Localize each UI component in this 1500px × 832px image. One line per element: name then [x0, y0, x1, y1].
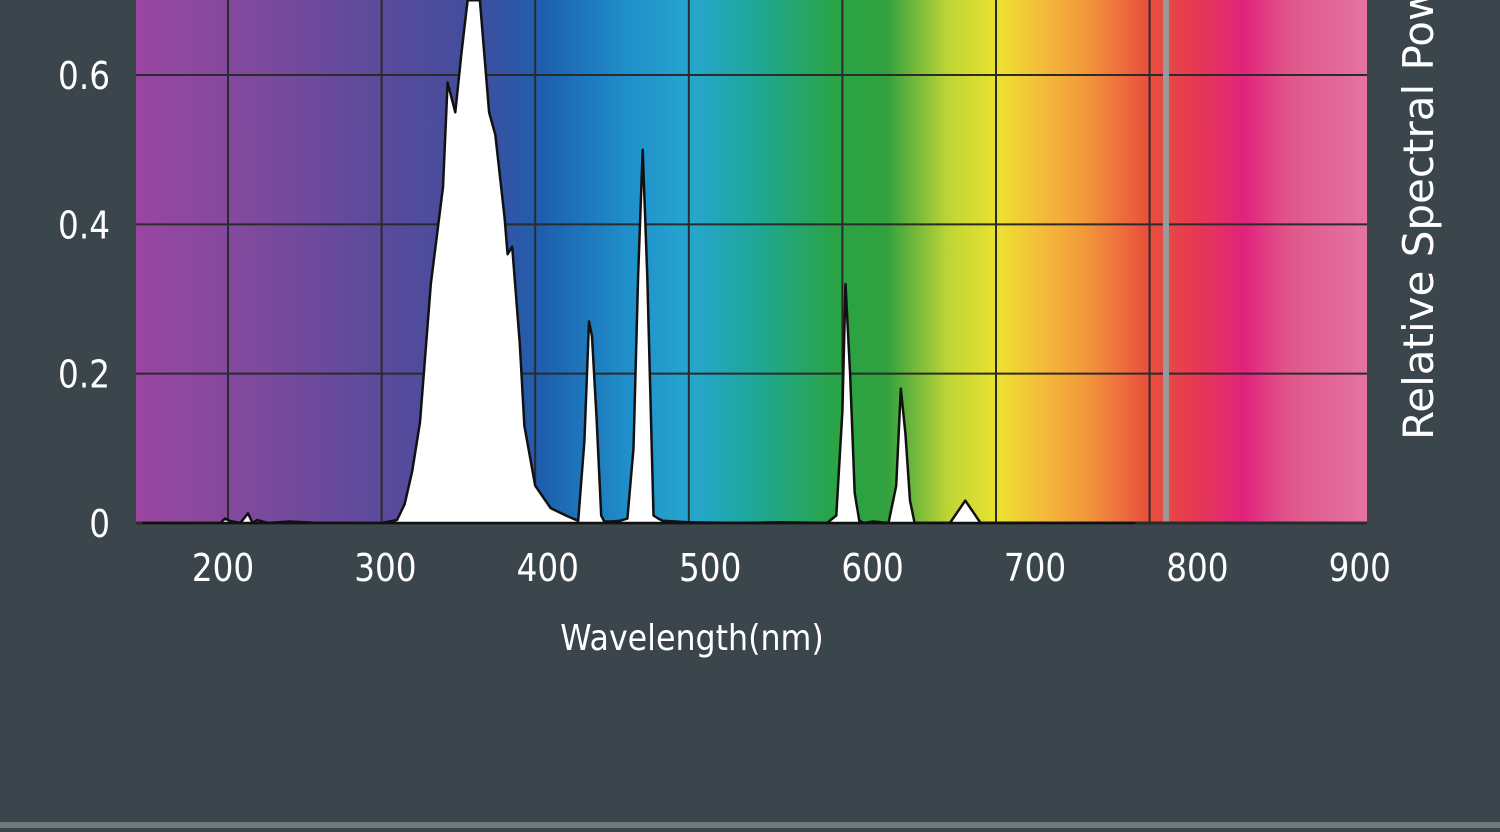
- y-tick-label: 0.2: [58, 353, 110, 397]
- x-tick-label: 600: [841, 547, 903, 591]
- x-tick-label: 800: [1166, 547, 1228, 591]
- x-tick-label: 700: [1004, 547, 1066, 591]
- x-axis-label: Wavelength(nm): [560, 617, 823, 658]
- y-axis-label: Relative Spectral Power: [1394, 0, 1443, 440]
- y-tick-label: 0.6: [58, 55, 110, 99]
- x-tick-label: 200: [192, 547, 254, 591]
- x-tick-label: 900: [1329, 547, 1391, 591]
- plot-area: [136, 0, 1367, 523]
- y-axis-ticks: 0 0.2 0.4 0.6: [58, 55, 110, 547]
- x-tick-label: 400: [517, 547, 579, 591]
- x-axis-ticks: 200 300 400 500 600 700 800 900: [192, 547, 1391, 591]
- x-tick-label: 300: [354, 547, 416, 591]
- y-tick-label: 0.4: [58, 204, 110, 248]
- bottom-divider: [0, 822, 1500, 828]
- y-tick-label: 0: [89, 503, 110, 547]
- x-tick-label: 500: [679, 547, 741, 591]
- spectral-power-area: [142, 0, 1136, 525]
